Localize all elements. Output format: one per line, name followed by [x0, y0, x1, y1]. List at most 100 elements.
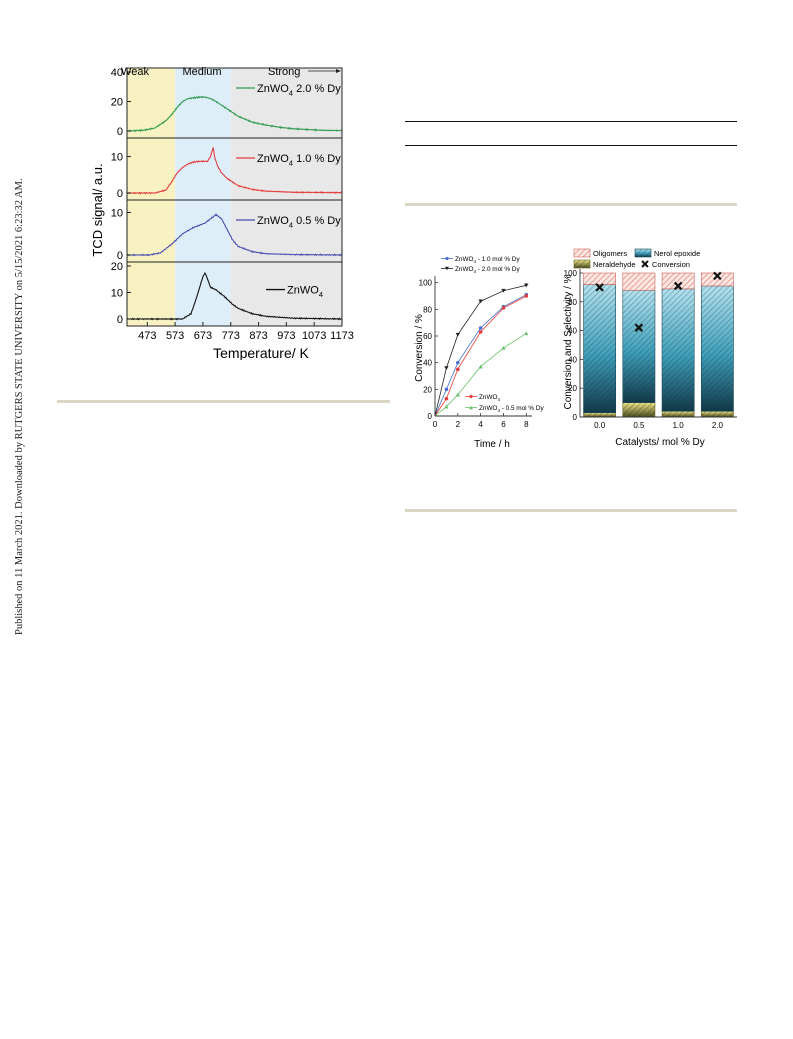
conv-x-tick-label: 6	[501, 420, 506, 429]
tpd-curve-4	[126, 271, 343, 321]
tpd-x-tick-label: 1173	[330, 330, 354, 342]
bar-segment-oligomers	[661, 272, 695, 290]
conv-point	[456, 367, 460, 372]
conv-point	[501, 288, 506, 293]
conversion-legend-icon	[641, 260, 649, 268]
bar-segment-oligomers	[622, 272, 656, 291]
tpd-x-tick-label: 573	[166, 330, 184, 342]
conv-x-tick-label: 2	[456, 420, 461, 429]
bar-hatch	[622, 402, 655, 417]
conv-point	[444, 404, 449, 409]
bar-segment-oligomers	[583, 272, 617, 285]
tpd-y-tick-label: 40	[111, 67, 123, 79]
conv-x-tick-label: 8	[524, 420, 529, 429]
publication-note: Published on 11 March 2021. Downloaded b…	[14, 178, 25, 635]
tpd-y-tick-label: 10	[111, 152, 123, 164]
conv-y-axis-label: Conversion / %	[414, 314, 425, 382]
conv-y-tick-label: 40	[423, 359, 432, 368]
bar-hatch	[583, 284, 616, 413]
tpd-curve-2	[126, 147, 343, 195]
bar-hatch	[701, 285, 734, 412]
region-label-medium: Medium	[182, 66, 221, 78]
conv-point	[455, 392, 461, 397]
tpd-y-tick-label: 10	[111, 288, 123, 300]
conv-legend-label: ZnWO4	[479, 394, 500, 402]
tpd-y-tick-label: 0	[117, 250, 123, 262]
tpd-curve-3	[126, 212, 343, 257]
sel-x-tick-label: 0.5	[633, 421, 645, 430]
conv-point	[524, 283, 529, 288]
conv-legend-label: ZnWO4 - 0.5 mol % Dy	[479, 405, 544, 413]
bar-hatch	[662, 288, 695, 412]
sel-y-tick-label: 80	[568, 298, 577, 307]
conv-legend-label: ZnWO4 - 2.0 mol % Dy	[455, 266, 520, 274]
tpd-frame	[126, 67, 343, 327]
sel-legend-label: Oligomers	[593, 249, 627, 258]
tpd-y-tick-label: 10	[111, 208, 123, 220]
conv-point	[524, 331, 529, 336]
sel-y-tick-label: 100	[564, 269, 578, 278]
tpd-legend-label: ZnWO4 2.0 % Dy	[257, 83, 341, 97]
conv-x-axis-label: Time / h	[474, 439, 510, 450]
conv-x-tick-label: 4	[478, 420, 483, 429]
tpd-x-axis-label: Temperature/ K	[213, 345, 309, 360]
conv-point	[444, 366, 449, 370]
conv-point	[444, 396, 449, 401]
sel-legend-hatch	[635, 249, 651, 257]
sel-legend-label: Neraldehyde	[593, 260, 636, 269]
conv-legend-marker	[469, 394, 473, 399]
conv-y-tick-label: 60	[423, 332, 432, 341]
tpd-legend-label: ZnWO4	[287, 285, 324, 299]
strong-arrow-icon	[336, 69, 341, 73]
tpd-x-tick-label: 773	[222, 330, 240, 342]
tpd-y-tick-label: 20	[111, 97, 123, 109]
region-label-strong: Strong	[268, 66, 300, 78]
conversion-chart: 0 20 40 60 80 100 0 2 4 6 8 ZnWO4 - 1.0 mol % Dy Zn…	[414, 256, 544, 450]
conv-x-tick-label: 0	[433, 420, 438, 429]
tpd-y-tick-label: 20	[111, 261, 123, 273]
conv-point	[478, 364, 483, 369]
tpd-x-tick-label: 473	[138, 330, 156, 342]
sel-legend-swatch	[573, 248, 591, 258]
tpd-y-tick-label: 0	[117, 188, 123, 200]
table-rule-bottom	[405, 145, 737, 146]
publication-sidebar: Published on 11 March 2021. Downloaded b…	[0, 0, 30, 1039]
selectivity-chart: 0 20 40 60 80 100 0.0 0.5 1.0 2.0 Oligomers Nerol …	[563, 248, 737, 448]
conv-point	[455, 332, 461, 337]
tpd-region-medium	[175, 68, 231, 326]
figure-rule-right-top	[405, 203, 737, 206]
bar-hatch	[662, 411, 695, 417]
conv-point	[478, 299, 483, 304]
figure-rule-right-bottom	[405, 509, 737, 512]
tpd-x-tick-label: 673	[194, 330, 212, 342]
conv-legend-marker	[469, 405, 473, 410]
tpd-region-weak	[127, 68, 176, 326]
conv-legend-marker	[445, 266, 449, 271]
tpd-y-axis-label: TCD signal/ a.u.	[90, 163, 105, 256]
conv-legend-label: ZnWO4 - 1.0 mol % Dy	[455, 256, 520, 264]
bar-hatch	[701, 411, 734, 417]
conv-y-tick-label: 100	[419, 279, 433, 288]
sel-legend-label: Nerol epoxide	[654, 249, 700, 258]
conversion-marker-icon	[595, 283, 604, 292]
conv-point	[478, 330, 483, 334]
conv-point	[456, 360, 460, 365]
conv-y-tick-label: 20	[423, 385, 432, 394]
sel-y-axis-label: Conversion and Selectivity / %	[563, 274, 574, 409]
tpd-y-tick-label: 0	[117, 314, 123, 326]
sel-x-axis-label: Catalysts/ mol % Dy	[615, 437, 704, 448]
tpd-x-tick-label: 873	[249, 330, 267, 342]
conv-series-line	[434, 284, 527, 417]
conv-point	[501, 346, 506, 350]
conv-series-line	[434, 294, 527, 417]
conv-point	[478, 326, 483, 330]
figure-rule-left	[57, 400, 390, 403]
tpd-legend-label: ZnWO4 0.5 % Dy	[257, 215, 341, 229]
conv-legend-marker	[445, 256, 449, 261]
conversion-marker-icon	[673, 281, 683, 291]
tpd-chart: Weak Medium Strong Temperature/ K TCD si…	[90, 66, 354, 360]
sel-y-tick-label: 0	[573, 413, 578, 422]
sel-y-tick-label: 40	[568, 355, 577, 364]
conv-y-tick-label: 0	[428, 412, 433, 421]
conv-series-line	[434, 332, 527, 417]
